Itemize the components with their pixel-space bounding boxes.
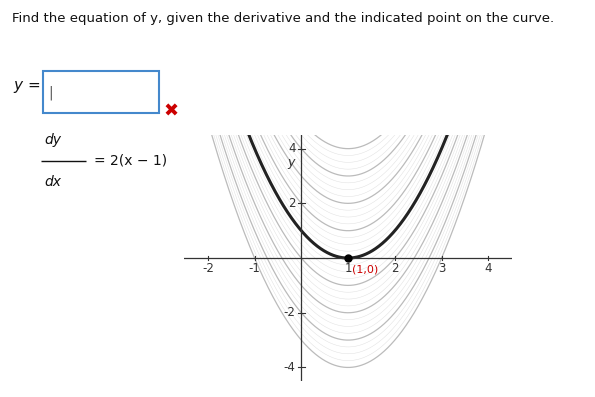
Text: 1: 1 xyxy=(345,262,352,275)
Text: dx: dx xyxy=(44,175,61,189)
Text: -4: -4 xyxy=(284,361,296,374)
Text: -2: -2 xyxy=(284,306,296,319)
Text: 4: 4 xyxy=(484,262,492,275)
Text: ✖: ✖ xyxy=(164,102,178,120)
Text: (1,0): (1,0) xyxy=(352,265,378,275)
FancyBboxPatch shape xyxy=(43,71,159,113)
Text: 3: 3 xyxy=(438,262,445,275)
Text: dy: dy xyxy=(44,133,61,146)
Text: $y$ =: $y$ = xyxy=(13,79,40,95)
Text: 4: 4 xyxy=(288,142,296,155)
Text: 2: 2 xyxy=(391,262,399,275)
Text: Find the equation of y, given the derivative and the indicated point on the curv: Find the equation of y, given the deriva… xyxy=(12,12,554,25)
Text: y: y xyxy=(287,156,295,169)
Text: -2: -2 xyxy=(202,262,214,275)
Text: |: | xyxy=(49,85,54,100)
Text: = 2(x − 1): = 2(x − 1) xyxy=(94,154,167,168)
Text: 2: 2 xyxy=(288,197,296,210)
Text: -1: -1 xyxy=(249,262,261,275)
